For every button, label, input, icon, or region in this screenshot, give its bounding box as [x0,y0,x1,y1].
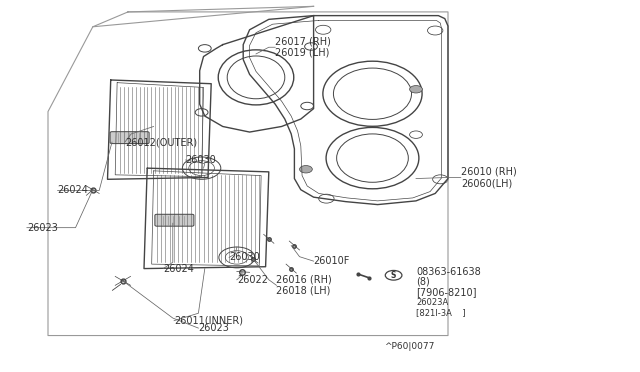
Text: [821I-3A    ]: [821I-3A ] [416,308,466,317]
Text: 26024: 26024 [58,186,88,195]
Text: 26019 (LH): 26019 (LH) [275,48,330,58]
Text: 26012(OUTER): 26012(OUTER) [125,137,197,147]
Text: 26023A: 26023A [416,298,448,307]
Text: 26060(LH): 26060(LH) [461,178,512,188]
Text: 26023: 26023 [27,223,58,232]
Text: 26022: 26022 [237,275,268,285]
Text: 26010 (RH): 26010 (RH) [461,167,516,177]
Text: 26023: 26023 [198,323,229,333]
Text: 26030: 26030 [186,155,216,165]
Text: 26017 (RH): 26017 (RH) [275,37,331,46]
Text: [7906-8210]: [7906-8210] [416,288,477,297]
Text: 26016 (RH): 26016 (RH) [276,275,332,285]
Circle shape [300,166,312,173]
Text: 26024: 26024 [163,264,194,273]
Text: (8): (8) [416,277,429,287]
Circle shape [410,86,422,93]
Text: ^P60|0077: ^P60|0077 [384,342,435,351]
Text: 26018 (LH): 26018 (LH) [276,286,331,296]
Text: 26030: 26030 [229,253,260,262]
Text: 26011(INNER): 26011(INNER) [174,316,243,326]
Text: 26010F: 26010F [314,256,350,266]
Text: S: S [391,271,396,280]
FancyBboxPatch shape [155,214,194,226]
FancyBboxPatch shape [110,132,149,144]
Text: 08363-61638: 08363-61638 [416,267,481,276]
